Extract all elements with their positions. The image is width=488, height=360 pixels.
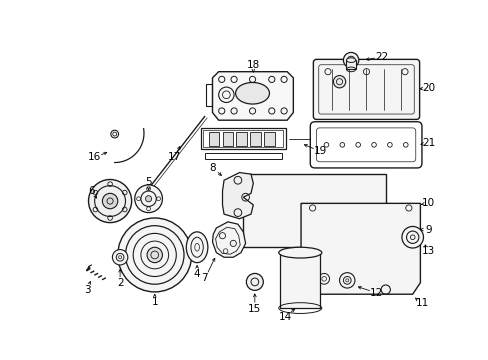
Ellipse shape (346, 58, 355, 62)
Circle shape (333, 76, 345, 88)
Circle shape (88, 180, 131, 222)
Circle shape (102, 193, 118, 209)
Circle shape (112, 249, 127, 265)
FancyBboxPatch shape (313, 59, 419, 120)
Polygon shape (212, 72, 293, 120)
Circle shape (147, 247, 162, 263)
Circle shape (246, 274, 263, 291)
Text: 7: 7 (201, 273, 208, 283)
Text: 13: 13 (421, 246, 435, 256)
Text: 21: 21 (421, 138, 435, 148)
Bar (346, 60, 355, 69)
Text: 5: 5 (145, 177, 152, 187)
Ellipse shape (186, 232, 207, 263)
Text: 14: 14 (279, 311, 292, 321)
Circle shape (145, 195, 151, 202)
FancyBboxPatch shape (310, 122, 421, 168)
Text: 16: 16 (88, 152, 101, 162)
Polygon shape (301, 203, 420, 294)
Circle shape (339, 273, 354, 288)
Text: 10: 10 (422, 198, 434, 208)
Text: 9: 9 (425, 225, 431, 235)
Bar (280, 253, 320, 308)
Bar (236, 132, 246, 145)
Text: 19: 19 (313, 146, 326, 156)
Text: 12: 12 (369, 288, 383, 298)
Ellipse shape (235, 82, 269, 104)
Bar (250, 132, 261, 145)
Text: 8: 8 (209, 163, 215, 173)
Circle shape (401, 226, 423, 248)
Circle shape (135, 185, 162, 213)
Text: 11: 11 (415, 298, 428, 309)
Text: 6: 6 (88, 186, 95, 196)
Bar (203, 130, 283, 147)
Text: 18: 18 (246, 60, 260, 70)
Text: 22: 22 (374, 52, 388, 62)
Text: 4: 4 (193, 269, 200, 279)
Bar (201, 128, 285, 149)
Bar (204, 153, 281, 159)
Text: 15: 15 (248, 304, 261, 314)
Circle shape (125, 226, 183, 284)
Circle shape (118, 218, 191, 292)
Text: 17: 17 (167, 152, 180, 162)
Text: 1: 1 (151, 297, 158, 307)
Text: 2: 2 (117, 278, 123, 288)
Ellipse shape (278, 247, 321, 258)
Polygon shape (222, 172, 253, 219)
Polygon shape (212, 222, 245, 257)
Text: 20: 20 (422, 83, 434, 93)
Bar (264, 132, 274, 145)
Circle shape (343, 53, 358, 68)
Circle shape (133, 233, 176, 276)
Bar (243, 174, 385, 247)
Text: 3: 3 (83, 285, 90, 294)
Bar (208, 132, 219, 145)
Circle shape (141, 241, 168, 269)
Bar (222, 132, 233, 145)
